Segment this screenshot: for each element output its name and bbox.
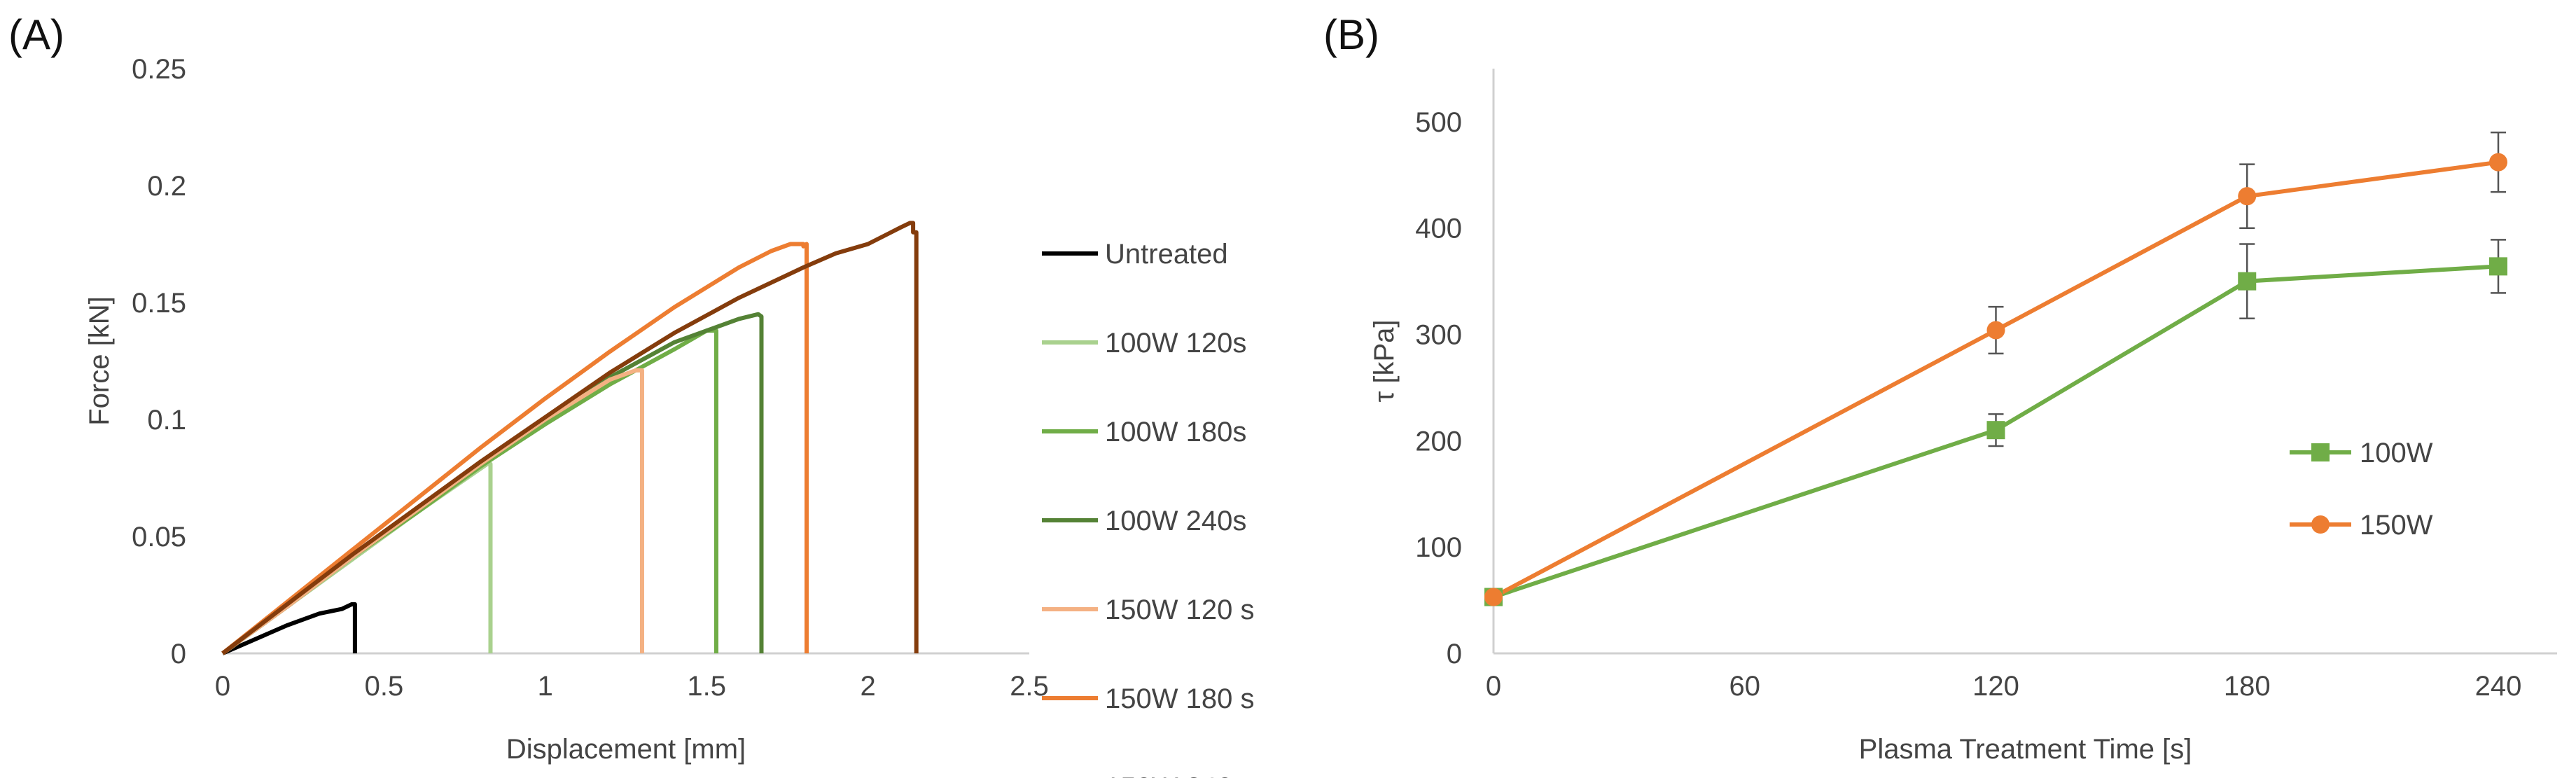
legend-label-a: Untreated [1105, 239, 1228, 270]
y-tick-label-b: 0 [1447, 639, 1462, 669]
y-axis-title-b: τ [kPa] [1369, 319, 1400, 402]
x-tick-label-b: 0 [1486, 671, 1501, 702]
x-tick-label-a: 0.5 [365, 671, 404, 702]
data-point-150w [1986, 321, 2005, 340]
series-line-a [221, 602, 357, 655]
y-tick-label-b: 400 [1415, 214, 1462, 244]
legend-label-a: 150W 120 s [1105, 595, 1254, 625]
y-tick-label-b: 300 [1415, 320, 1462, 351]
y-tick-label-b: 100 [1415, 532, 1462, 563]
x-tick-label-b: 120 [1972, 671, 2019, 702]
y-tick-label-b: 200 [1415, 426, 1462, 457]
legend-label-a: 150W 180 s [1105, 683, 1254, 714]
y-tick-label-a: 0.05 [132, 522, 186, 553]
y-tick-label-a: 0.25 [132, 54, 186, 85]
y-tick-label-a: 0 [171, 639, 186, 669]
x-tick-label-b: 240 [2475, 671, 2522, 702]
series-line-b [1492, 160, 2499, 599]
legend-label-a: 100W 180s [1105, 417, 1246, 447]
legend-label-b: 150W [2360, 510, 2433, 541]
panel-label-b: (B) [1323, 11, 1379, 58]
legend-label-a: 150W 240 s [1105, 772, 1254, 778]
panel-b: (B) 0 60 120 180 240 0 100 200 300 400 500 Plasma Tr… [1323, 11, 2557, 765]
data-point-100w [2238, 272, 2257, 291]
series-line-a [221, 221, 919, 655]
x-tick-label-a: 0 [215, 671, 230, 702]
y-tick-label-b: 500 [1415, 107, 1462, 138]
panel-label-a: (A) [8, 11, 64, 58]
panel-a: (A)0 0.5 1 1.5 2 2.500.050.10.150.20.25Displa… [8, 11, 1254, 778]
series-line-a [221, 242, 809, 655]
y-tick-label-a: 0.1 [147, 405, 186, 436]
legend-marker-b [2311, 515, 2330, 534]
x-tick-label-a: 1 [538, 671, 553, 702]
x-axis-title-b: Plasma Treatment Time [s] [1859, 734, 2192, 765]
series-line-b [1493, 264, 2499, 599]
legend-label-b: 100W [2360, 438, 2433, 468]
x-tick-label-a: 2 [860, 671, 875, 702]
x-tick-label-b: 180 [2224, 671, 2271, 702]
y-tick-label-a: 0.15 [132, 288, 186, 319]
data-point-150w [2238, 187, 2257, 206]
x-tick-label-a: 1.5 [687, 671, 726, 702]
data-point-100w [1986, 421, 2005, 440]
y-tick-label-a: 0.2 [147, 171, 186, 202]
data-point-100w [2489, 257, 2507, 276]
series-line-a [221, 368, 644, 655]
data-point-150w [2489, 153, 2507, 172]
y-axis-title-a: Force [kN] [84, 296, 115, 425]
legend-marker-b [2311, 443, 2330, 461]
legend-label-a: 100W 240s [1105, 506, 1246, 536]
data-point-150w [1484, 588, 1503, 606]
legend-label-a: 100W 120s [1105, 328, 1246, 359]
x-axis-title-a: Displacement [mm] [506, 734, 746, 765]
x-tick-label-b: 60 [1729, 671, 1761, 702]
